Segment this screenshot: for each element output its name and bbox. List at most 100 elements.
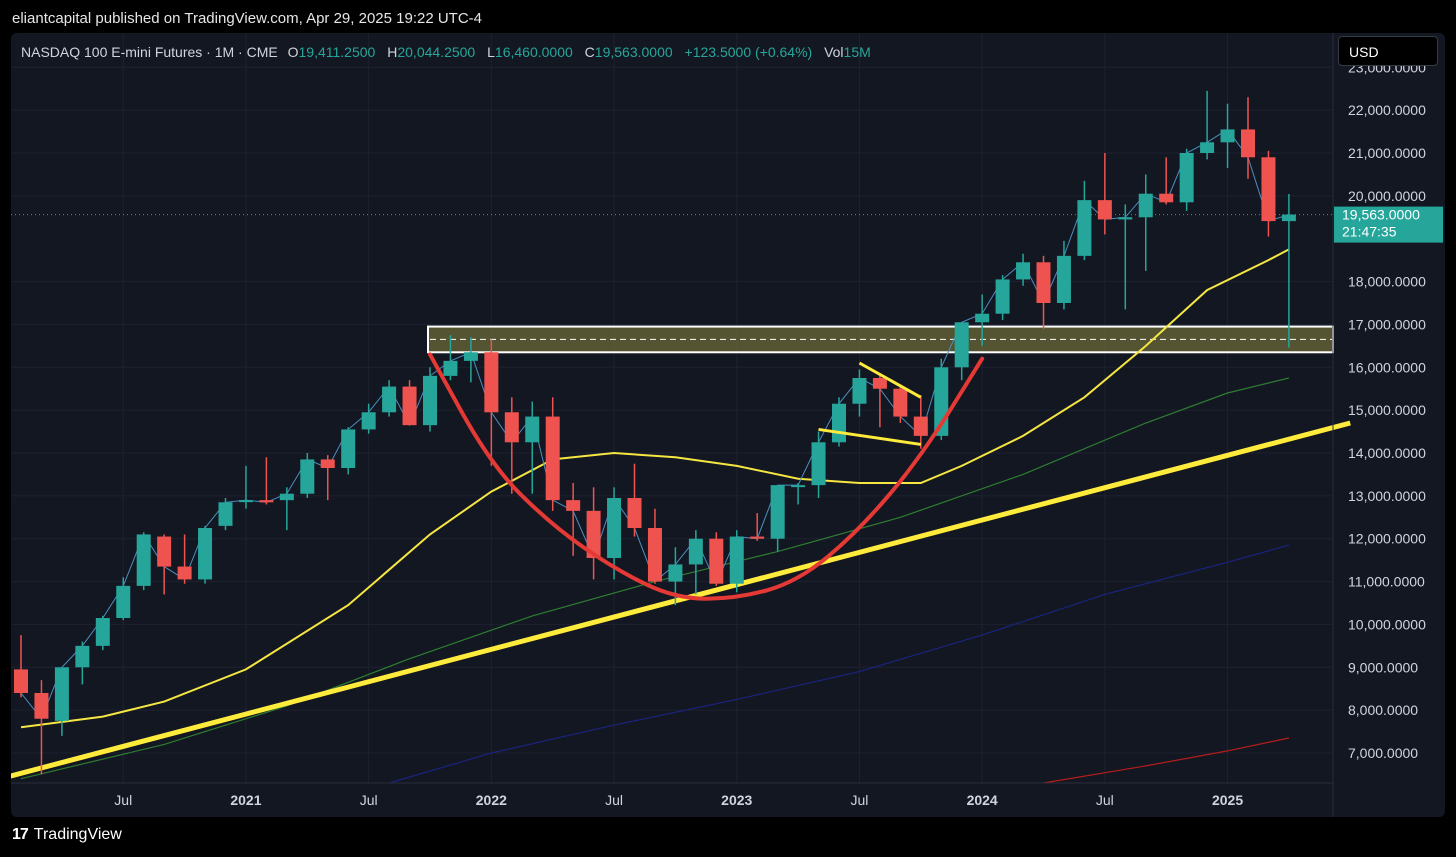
- y-tick-label: 17,000.0000: [1348, 316, 1426, 332]
- candle-body: [770, 485, 785, 539]
- symbol-title[interactable]: NASDAQ 100 E-mini Futures · 1M · CME: [21, 44, 278, 60]
- x-tick-label: Jul: [1096, 792, 1114, 808]
- x-tick-label: 2021: [230, 792, 261, 808]
- candle-body: [566, 500, 581, 511]
- x-tick-label: Jul: [850, 792, 868, 808]
- candle-body: [1159, 193, 1174, 203]
- candle-body: [218, 502, 233, 526]
- x-tick-label: 2024: [967, 792, 998, 808]
- candle-body: [995, 279, 1010, 314]
- candle-body: [136, 534, 151, 586]
- candle-body: [1220, 129, 1235, 143]
- candle-body: [75, 645, 90, 668]
- candle-body: [402, 386, 417, 426]
- y-tick-label: 8,000.0000: [1348, 702, 1418, 718]
- moving-average-line: [20, 248, 1290, 729]
- brand-name: TradingView: [33, 826, 122, 843]
- candle-body: [1056, 255, 1071, 303]
- close-label: C: [584, 44, 595, 60]
- low-label: L: [487, 44, 495, 60]
- candle-body: [1261, 157, 1276, 222]
- candle-body: [668, 564, 683, 582]
- candle-body: [382, 386, 397, 413]
- x-tick-label: Jul: [114, 792, 132, 808]
- candle-body: [238, 500, 253, 503]
- price-chart[interactable]: 23,000.000022,000.000021,000.000020,000.…: [11, 33, 1445, 817]
- candle-body: [54, 667, 69, 721]
- publish-line: eliantcapital published on TradingView.c…: [12, 10, 483, 27]
- candle-body: [525, 416, 540, 443]
- change-value: +123.5000 (+0.64%): [684, 44, 813, 60]
- candle-body: [1118, 217, 1133, 220]
- candle-body: [157, 536, 172, 567]
- open-value: 19,411.2500: [298, 44, 376, 60]
- candle-body: [750, 536, 765, 539]
- candle-body: [627, 498, 642, 528]
- candle-body: [463, 352, 478, 361]
- currency-button[interactable]: USD: [1338, 36, 1438, 66]
- volume-label: Vol: [824, 44, 844, 60]
- candle-body: [975, 313, 990, 323]
- candle-body: [504, 412, 519, 443]
- y-tick-label: 22,000.0000: [1348, 102, 1426, 118]
- moving-average-line: [388, 544, 1290, 784]
- y-tick-label: 11,000.0000: [1348, 574, 1425, 590]
- candle-body: [1179, 153, 1194, 203]
- candle-body: [1016, 262, 1031, 280]
- high-label: H: [387, 44, 398, 60]
- x-tick-label: 2022: [476, 792, 507, 808]
- candle-body: [1077, 200, 1092, 256]
- ohlc-legend: NASDAQ 100 E-mini Futures · 1M · CME O19…: [21, 44, 879, 60]
- candle-body: [341, 429, 356, 468]
- candle-body: [811, 442, 826, 486]
- tradingview-logo-icon: 17: [12, 826, 29, 843]
- y-tick-label: 12,000.0000: [1348, 531, 1426, 547]
- low-value: 16,460.0000: [494, 44, 573, 60]
- candle-body: [14, 669, 28, 693]
- x-tick-label: Jul: [605, 792, 623, 808]
- candle-body: [545, 416, 560, 501]
- open-label: O: [287, 44, 299, 60]
- candle-body: [1241, 129, 1255, 158]
- cup-pattern-arc: [428, 352, 985, 601]
- y-tick-label: 18,000.0000: [1348, 274, 1426, 290]
- chart-background: [11, 33, 1445, 817]
- flag-pattern-line: [858, 361, 922, 399]
- volume-value: 15M: [843, 44, 871, 60]
- y-tick-label: 16,000.0000: [1348, 359, 1426, 375]
- candle-body: [893, 388, 908, 417]
- x-tick-label: Jul: [360, 792, 378, 808]
- candle-body: [852, 378, 867, 404]
- candle-body: [1281, 214, 1296, 222]
- candle-body: [116, 585, 131, 618]
- y-tick-label: 20,000.0000: [1348, 188, 1426, 204]
- candle-body: [729, 536, 744, 584]
- x-tick-label: 2025: [1212, 792, 1243, 808]
- candle-body: [1138, 193, 1153, 218]
- candle-body: [423, 375, 437, 426]
- flag-pattern-line: [818, 427, 922, 446]
- last-price-tag: [1334, 206, 1443, 243]
- x-tick-label: 2023: [721, 792, 752, 808]
- candle-body: [300, 459, 315, 494]
- candle-body: [279, 493, 294, 501]
- candle-body: [1200, 142, 1215, 153]
- bar-countdown: 21:47:35: [1342, 224, 1397, 240]
- high-value: 20,044.2500: [397, 44, 476, 60]
- candle-body: [95, 618, 110, 646]
- y-tick-label: 21,000.0000: [1348, 145, 1426, 161]
- candle-body: [913, 416, 928, 436]
- candle-body: [1097, 200, 1112, 220]
- last-price-value: 19,563.0000: [1342, 207, 1420, 223]
- candle-body: [259, 500, 274, 503]
- candle-body: [872, 378, 887, 389]
- footer-brand[interactable]: 17 TradingView: [12, 826, 122, 844]
- candle-body: [832, 403, 846, 443]
- y-tick-label: 15,000.0000: [1348, 402, 1426, 418]
- candle-body: [607, 498, 622, 558]
- candle-body: [198, 528, 213, 580]
- y-tick-label: 13,000.0000: [1348, 488, 1426, 504]
- candle-body: [443, 360, 458, 376]
- chart-panel[interactable]: 23,000.0000 22,000.0000 21,000.0000 20,000.…: [11, 33, 1445, 817]
